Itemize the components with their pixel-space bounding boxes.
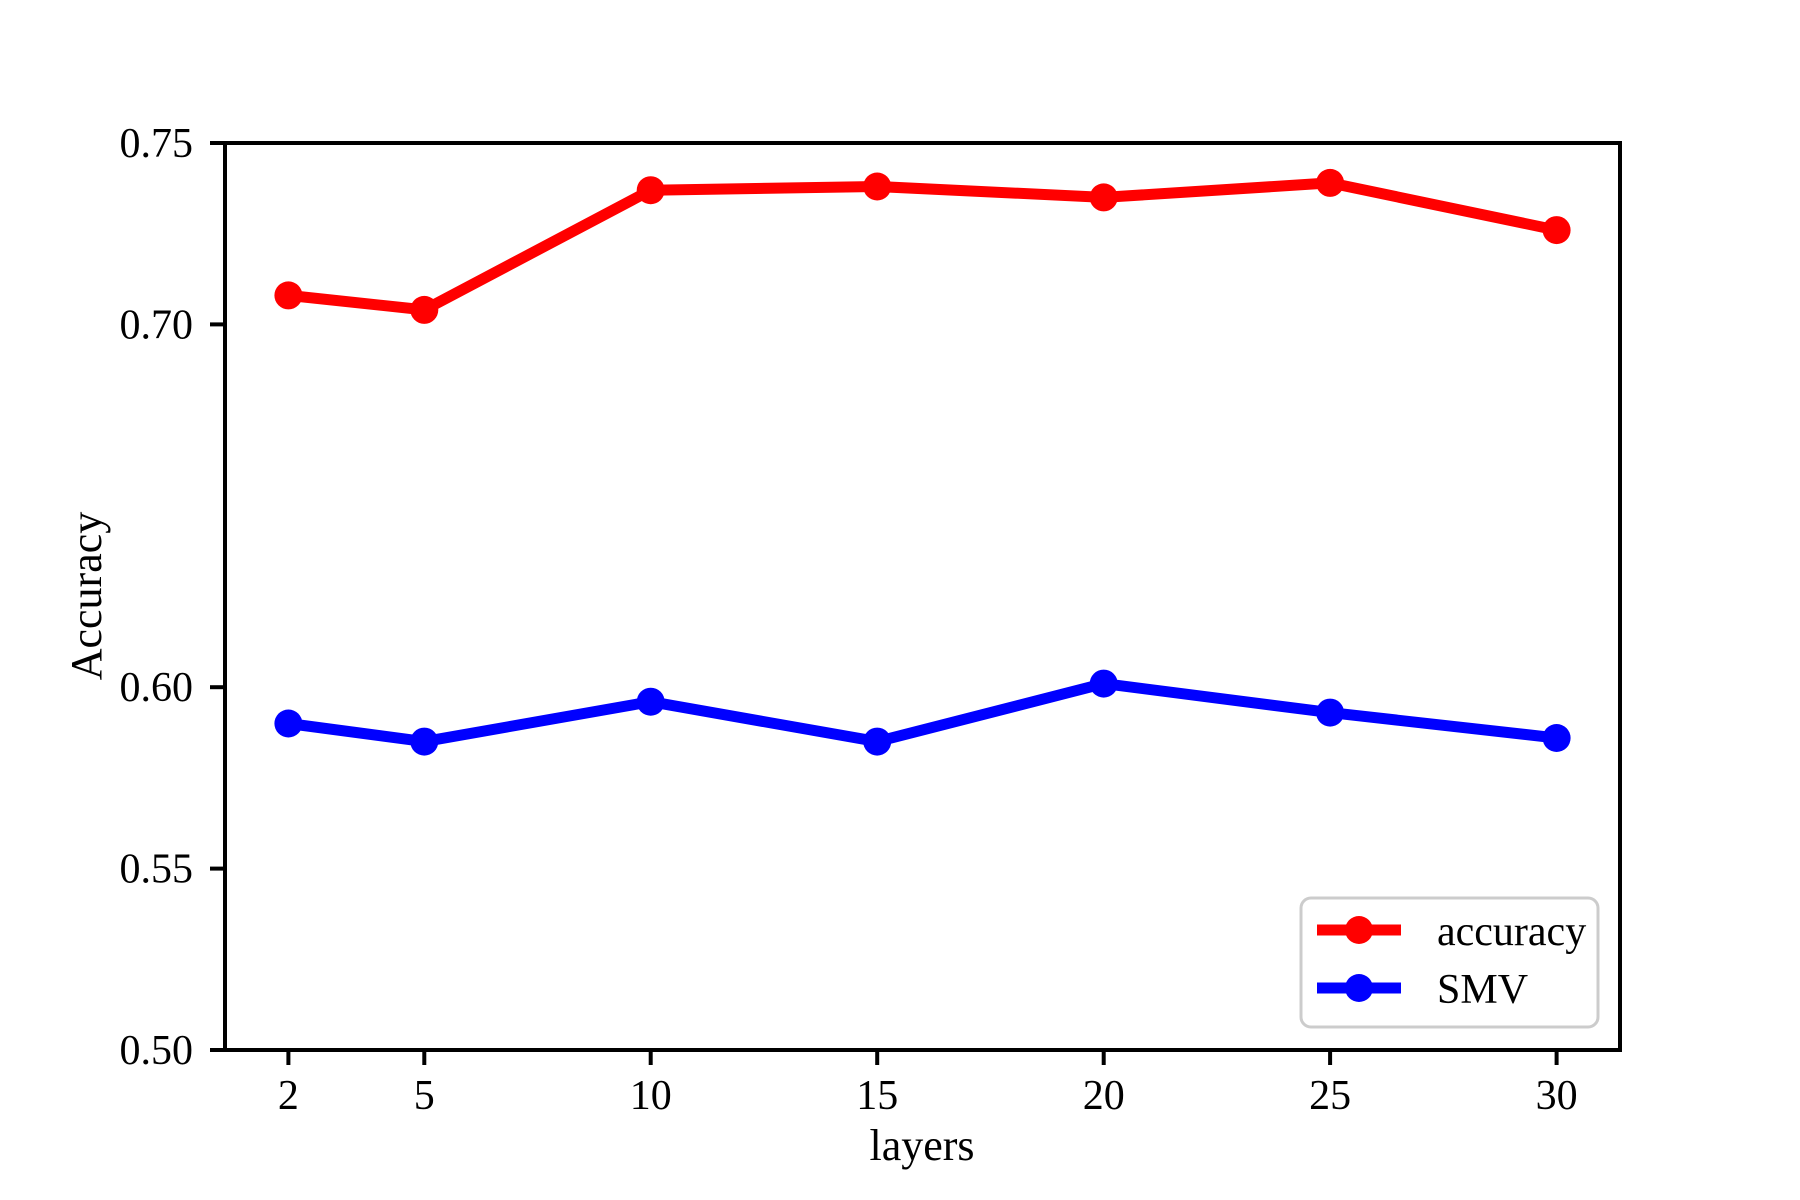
- legend-accuracy-label: accuracy: [1437, 909, 1586, 955]
- accuracy-data-point: [863, 172, 892, 201]
- accuracy-series-line: [282, 177, 1563, 316]
- y-tick-label: 0.55: [120, 847, 194, 893]
- smv-data-point: [410, 727, 439, 756]
- legend-entry-smv: SMV: [1317, 967, 1528, 1013]
- accuracy-data-point: [1542, 216, 1571, 245]
- y-tick-label: 0.60: [120, 665, 194, 711]
- series-layer: [274, 168, 1571, 756]
- legend-accuracy-marker: [1345, 916, 1373, 944]
- x-tick-label: 5: [414, 1073, 435, 1119]
- plot-border: [223, 141, 1622, 1052]
- smv-series-line: [282, 678, 1563, 748]
- accuracy-data-point: [1089, 183, 1118, 212]
- x-axis-label: layers: [869, 1121, 974, 1170]
- accuracy-data-point: [274, 281, 303, 310]
- legend: accuracy SMV: [1299, 896, 1600, 1029]
- x-tick-label: 2: [278, 1073, 299, 1119]
- x-tick-label: 30: [1536, 1073, 1578, 1119]
- smv-data-point: [1542, 724, 1571, 752]
- legend-entry-accuracy: accuracy: [1317, 909, 1586, 955]
- y-axis: 0.50 0.55 0.60 0.70 0.75: [120, 121, 225, 1074]
- x-tick-label: 10: [630, 1073, 672, 1119]
- legend-smv-marker: [1345, 974, 1373, 1002]
- x-axis: 2 5 10 15 20 25 30: [278, 1050, 1578, 1119]
- smv-data-point: [274, 709, 303, 738]
- accuracy-data-point: [636, 176, 665, 205]
- smv-data-point: [1089, 669, 1118, 698]
- x-tick-label: 20: [1083, 1073, 1125, 1119]
- x-tick-label: 25: [1309, 1073, 1351, 1119]
- smv-data-point: [1316, 698, 1345, 727]
- y-axis-label: Accuracy: [62, 512, 111, 681]
- smv-data-point: [863, 727, 892, 756]
- accuracy-data-point: [410, 295, 439, 324]
- smv-data-point: [636, 687, 665, 716]
- y-tick-label: 0.70: [120, 302, 194, 348]
- x-tick-label: 15: [856, 1073, 898, 1119]
- y-tick-label: 0.50: [120, 1028, 194, 1074]
- legend-smv-label: SMV: [1437, 967, 1528, 1013]
- accuracy-data-point: [1316, 168, 1345, 197]
- y-tick-label: 0.75: [120, 121, 194, 167]
